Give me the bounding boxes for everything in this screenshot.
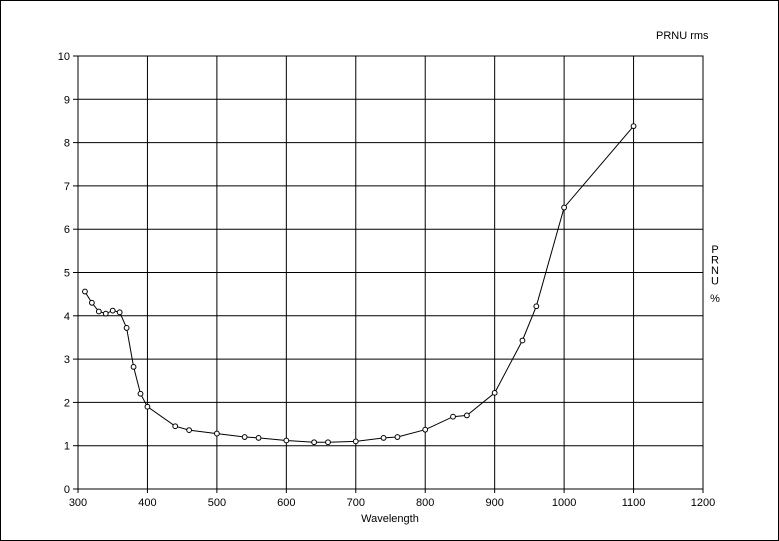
y-axis-title-letter: P (711, 244, 718, 256)
data-point (144, 403, 151, 410)
data-point (116, 309, 123, 316)
y-tick-label: 2 (64, 397, 70, 409)
x-tick-label: 1100 (622, 497, 646, 509)
data-point (394, 434, 401, 440)
x-tick-label: 700 (347, 497, 365, 509)
data-point (533, 303, 540, 310)
data-point (491, 389, 498, 396)
y-tick-label: 7 (64, 181, 70, 193)
data-point (109, 307, 116, 314)
y-tick-label: 8 (64, 138, 70, 150)
y-tick-label: 6 (64, 224, 70, 236)
y-tick-label: 1 (64, 441, 70, 453)
series-line (84, 125, 634, 443)
data-point (630, 123, 637, 130)
data-point (130, 363, 137, 370)
data-point (82, 288, 88, 295)
data-point (463, 412, 470, 419)
x-tick-label: 800 (416, 497, 434, 509)
data-point (241, 434, 248, 440)
data-point (95, 308, 102, 315)
data-point (422, 426, 429, 433)
data-point (186, 427, 193, 434)
x-tick-label: 400 (138, 497, 156, 509)
y-axis-title-letter: U (711, 276, 719, 288)
y-tick-label: 0 (64, 484, 70, 496)
x-tick-label: 500 (208, 497, 226, 509)
x-tick-label: 1000 (552, 497, 576, 509)
y-tick-label: 10 (58, 51, 70, 63)
data-point (519, 337, 526, 344)
y-axis-title-letter: N (711, 265, 719, 277)
y-axis-title-letter: R (711, 255, 719, 267)
y-axis-ticks: 0 1 2 3 4 5 6 7 8 9 10 (58, 51, 78, 496)
y-tick-label: 9 (64, 94, 70, 106)
data-point (102, 310, 109, 317)
data-point (172, 423, 179, 430)
data-point (450, 413, 456, 420)
series-points (82, 123, 637, 446)
data-point (352, 438, 359, 445)
x-tick-label: 1200 (691, 497, 715, 509)
data-point (213, 430, 220, 437)
data-point (88, 299, 95, 306)
data-point (137, 390, 144, 397)
x-axis-ticks: 300 400 500 600 700 800 900 1000 1100 1200 (69, 489, 715, 509)
data-point (255, 435, 262, 441)
y-tick-label: 4 (64, 311, 70, 323)
data-point (283, 437, 290, 444)
data-point (561, 204, 568, 211)
data-point (123, 325, 130, 331)
data-point (311, 439, 318, 446)
x-tick-label: 300 (69, 497, 87, 509)
y-axis-unit: % (710, 293, 720, 305)
data-point (325, 439, 331, 446)
y-axis-title: PRNU (711, 244, 719, 288)
x-tick-label: 900 (485, 497, 503, 509)
x-tick-label: 600 (277, 497, 295, 509)
data-point (380, 435, 387, 441)
x-axis-title: Wavelength (361, 513, 419, 525)
y-tick-label: 5 (64, 268, 70, 280)
y-tick-label: 3 (64, 354, 70, 366)
chart-title: PRNU rms (656, 30, 709, 42)
